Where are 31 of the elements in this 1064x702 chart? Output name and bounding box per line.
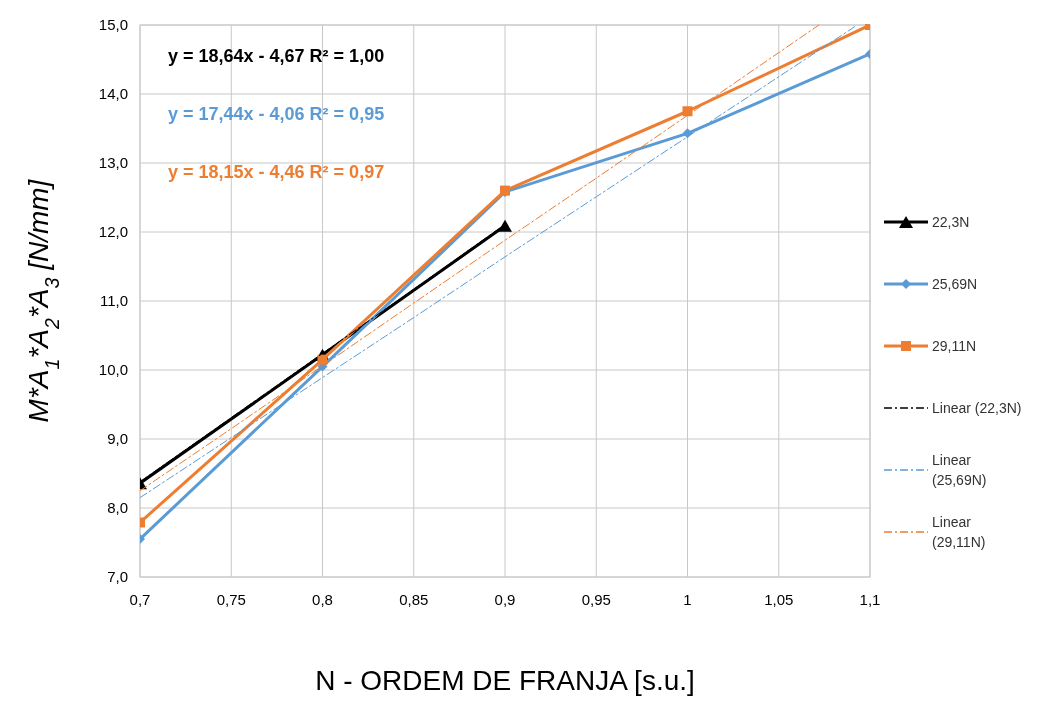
legend-label: 22,3N: [932, 214, 970, 230]
annotation: y = 17,44x - 4,06 R² = 0,95: [168, 104, 385, 124]
x-tick-label: 1,05: [764, 591, 794, 608]
x-tick-label: 0,7: [129, 591, 151, 608]
y-tick-label: 13,0: [98, 154, 128, 171]
legend-label: 25,69N: [932, 276, 978, 292]
point: [317, 354, 328, 365]
legend-label: Linear (29,11N): [932, 514, 986, 550]
y-tick-label: 7,0: [107, 568, 128, 585]
annotation: y = 18,15x - 4,46 R² = 0,97: [168, 162, 385, 182]
y-tick-label: 10,0: [98, 361, 128, 378]
x-tick-label: 1: [683, 591, 692, 608]
x-tick-label: 0,95: [581, 591, 611, 608]
legend-label: 29,11N: [932, 338, 977, 354]
x-tick-label: 0,75: [216, 591, 246, 608]
legend-label: Linear (22,3N): [932, 400, 1022, 416]
point: [498, 219, 512, 232]
y-tick-label: 15,0: [98, 16, 128, 33]
x-tick-label: 1,1: [859, 591, 881, 608]
x-tick-label: 0,85: [399, 591, 429, 608]
y-tick-label: 11,0: [99, 292, 128, 309]
x-tick-label: 0,8: [312, 591, 333, 608]
point: [682, 106, 693, 117]
legend-label: Linear (25,69N): [932, 452, 987, 488]
x-axis-title: N - ORDEM DE FRANJA [s.u.]: [315, 665, 695, 696]
y-tick-label: 9,0: [107, 430, 128, 447]
y-tick-label: 8,0: [107, 499, 128, 516]
y-tick-label: 12,0: [98, 223, 128, 240]
annotation: y = 18,64x - 4,67 R² = 1,00: [168, 46, 385, 66]
x-tick-label: 0,9: [494, 591, 516, 608]
y-tick-label: 14,0: [98, 85, 128, 102]
